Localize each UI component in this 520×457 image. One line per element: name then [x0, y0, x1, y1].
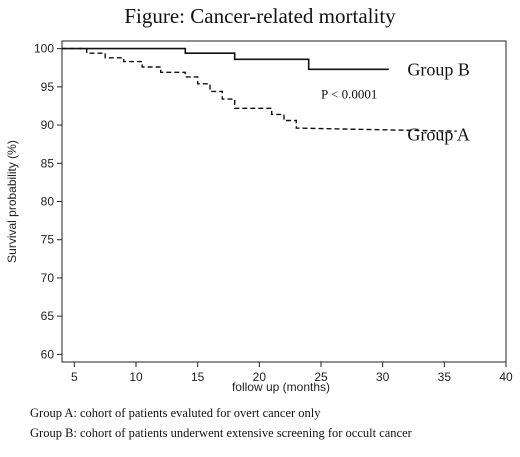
y-tick-label: 80 [41, 195, 55, 209]
x-tick-label: 40 [499, 370, 513, 384]
chart-title: Figure: Cancer-related mortality [124, 4, 396, 28]
y-tick-label: 65 [41, 309, 55, 323]
survival-chart: 60 65 70 75 80 85 90 95 100 5 10 15 20 25 30 35 40 follow… [5, 40, 513, 394]
footnote-group-b: Group B: cohort of patients underwent ex… [30, 426, 412, 440]
y-tick-label: 100 [34, 42, 54, 56]
y-tick-label: 85 [41, 156, 55, 170]
footnote-group-a: Group A: cohort of patients evaluted for… [30, 406, 321, 420]
x-axis-label: follow up (months) [232, 380, 330, 394]
series-label-group-a: Group A [407, 124, 470, 144]
series-line-group-b [62, 47, 389, 71]
x-tick-label: 5 [71, 370, 78, 384]
x-tick-label: 35 [438, 370, 452, 384]
plot-frame [61, 40, 507, 363]
x-tick-label: 20 [253, 370, 267, 384]
y-tick-label: 70 [41, 271, 55, 285]
y-axis-label: Survival probability (%) [5, 140, 19, 263]
y-tick-label: 90 [41, 118, 55, 132]
p-value-annotation: P < 0.0001 [321, 86, 377, 101]
x-tick-label: 30 [376, 370, 390, 384]
y-tick-label: 75 [41, 233, 55, 247]
x-tick-label: 15 [191, 370, 205, 384]
x-tick-label: 10 [129, 370, 143, 384]
footnotes: Group A: cohort of patients evaluted for… [30, 403, 412, 443]
y-tick-label: 60 [41, 347, 55, 361]
y-tick-label: 95 [41, 80, 55, 94]
series-line-group-a [62, 47, 457, 132]
x-tick-label: 25 [314, 370, 328, 384]
series-label-group-b: Group B [407, 59, 470, 79]
